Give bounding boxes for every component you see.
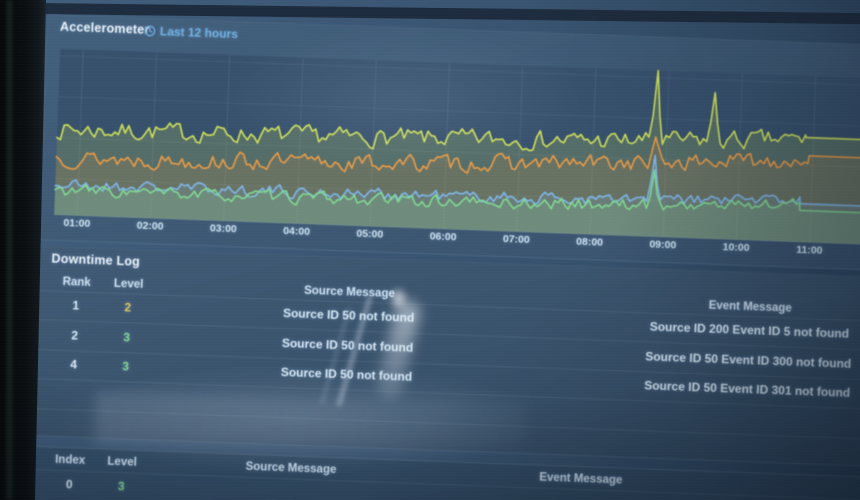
x-axis-label: 01:00 [63, 216, 91, 230]
column-header-level[interactable]: Level [113, 277, 144, 291]
bezel-highlight [7, 0, 12, 500]
x-axis-label: 03:00 [209, 222, 237, 236]
column-header-index[interactable]: Index [54, 453, 86, 467]
cell-source-message: Machine [134, 491, 445, 500]
grafana-dashboard: Accelerometer Last 12 hours 01:00 02:00 03… [21, 0, 860, 500]
x-axis-label: 05:00 [356, 227, 384, 241]
column-header-rank[interactable]: Rank [62, 275, 91, 289]
x-axis-label: 10:00 [722, 241, 750, 255]
x-axis-label: 02:00 [136, 219, 164, 233]
x-axis-label: 08:00 [575, 235, 604, 249]
cell-rank: 4 [70, 357, 78, 372]
cell-level: 3 [123, 330, 131, 345]
cell-rank: 2 [71, 328, 79, 343]
cell-index: 0 [65, 477, 73, 492]
x-axis-label: 09:00 [649, 238, 677, 252]
cell-level: 2 [124, 300, 132, 315]
cell-level: 3 [122, 359, 130, 374]
panel-title-downtime-log[interactable]: Downtime Log [51, 251, 141, 269]
x-axis-label: 04:00 [282, 224, 311, 238]
x-axis-label: 11:00 [795, 243, 823, 257]
row-divider [36, 408, 860, 440]
x-axis-label: 07:00 [502, 233, 530, 247]
x-axis-label: 06:00 [429, 230, 457, 244]
panel-downtime-log: Downtime Log Rank Level Source Message E… [32, 246, 860, 468]
cell-rank: 1 [72, 298, 80, 313]
